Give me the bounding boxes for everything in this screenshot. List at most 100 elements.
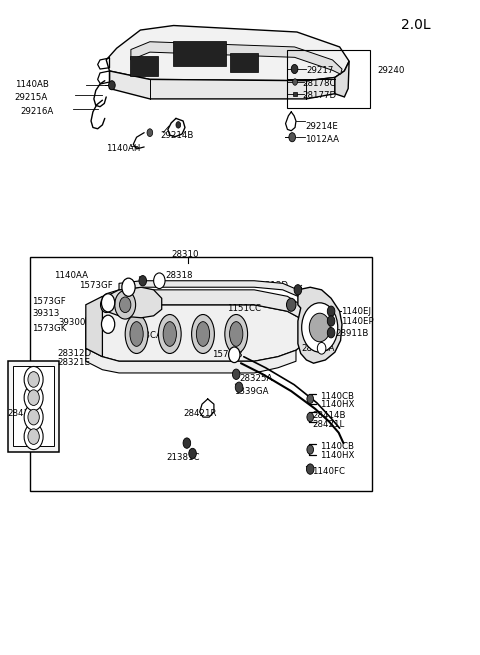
Ellipse shape [196,322,210,346]
Text: 1573JB: 1573JB [212,350,242,360]
Text: 1339GA: 1339GA [234,386,269,396]
Text: 1140AA: 1140AA [54,271,88,280]
Circle shape [228,347,240,363]
Polygon shape [86,296,102,357]
Circle shape [28,371,39,387]
Polygon shape [298,288,342,364]
Circle shape [101,315,115,333]
Circle shape [294,285,301,295]
Ellipse shape [225,314,248,354]
Polygon shape [8,362,59,452]
Polygon shape [109,71,335,99]
Circle shape [24,424,43,449]
Text: 28178C: 28178C [302,79,336,88]
Text: 39313: 39313 [32,309,60,318]
Text: 28177D: 28177D [302,91,337,100]
Text: 29240: 29240 [378,66,405,75]
Text: 28325A: 28325A [239,373,273,383]
Circle shape [122,278,135,296]
Text: 1573GK: 1573GK [32,324,67,333]
Text: 28421R: 28421R [183,409,216,418]
Circle shape [291,64,298,73]
Text: 1433CA: 1433CA [129,331,162,340]
Bar [30,257,372,491]
Text: 28318: 28318 [165,271,192,280]
Polygon shape [229,53,258,72]
Text: 1151CC: 1151CC [227,303,261,312]
Circle shape [327,316,335,326]
Text: 1140EP: 1140EP [341,317,373,326]
Polygon shape [106,26,349,81]
Text: 1140CB: 1140CB [320,392,354,401]
Circle shape [189,448,196,458]
Text: 28321E: 28321E [57,358,90,367]
Ellipse shape [229,322,243,346]
Text: 28421L: 28421L [312,421,344,430]
Text: 1140CB: 1140CB [320,443,354,451]
Text: 29215A: 29215A [14,93,48,102]
Polygon shape [293,92,297,96]
Text: 39300A: 39300A [59,318,92,327]
Text: 29214E: 29214E [305,122,338,130]
Circle shape [108,81,115,90]
Ellipse shape [158,314,181,354]
Ellipse shape [163,322,177,346]
Circle shape [307,394,313,403]
Ellipse shape [125,314,148,354]
Circle shape [307,413,313,422]
Text: 2.0L: 2.0L [401,18,431,32]
Text: 1012AA: 1012AA [305,135,339,143]
Text: 1140FC: 1140FC [312,467,345,476]
Circle shape [287,298,296,311]
Polygon shape [13,366,54,445]
Polygon shape [97,290,306,328]
Polygon shape [173,41,226,66]
Circle shape [309,313,330,342]
Circle shape [235,382,243,392]
Ellipse shape [192,314,215,354]
Text: 1140HX: 1140HX [320,451,354,460]
Text: 1140AB: 1140AB [14,80,48,89]
Circle shape [293,79,298,85]
Text: 1140HX: 1140HX [320,400,354,409]
Text: 28321A: 28321A [301,344,335,353]
Text: 29212D: 29212D [254,281,288,290]
Text: 29216A: 29216A [21,107,54,117]
Circle shape [176,122,180,128]
Circle shape [306,464,314,474]
Circle shape [327,328,335,338]
Circle shape [147,129,153,136]
Text: 1573GF: 1573GF [79,281,112,290]
Text: 28312D: 28312D [57,349,92,358]
Circle shape [154,273,165,289]
Text: 28310: 28310 [171,250,199,259]
Polygon shape [335,61,349,97]
Circle shape [28,429,39,444]
Circle shape [101,293,115,312]
Polygon shape [131,42,342,74]
Polygon shape [86,348,296,373]
Circle shape [289,133,296,141]
Circle shape [301,303,338,352]
Circle shape [24,384,43,411]
Ellipse shape [130,322,143,346]
Circle shape [28,390,39,405]
Text: 1140AH: 1140AH [106,143,141,153]
Circle shape [120,297,131,312]
Circle shape [24,404,43,430]
Polygon shape [119,281,298,296]
Polygon shape [86,305,306,362]
Polygon shape [130,56,158,75]
Circle shape [232,369,240,379]
Text: 21381C: 21381C [167,453,200,462]
Text: 29217: 29217 [306,66,334,75]
Circle shape [24,366,43,392]
Circle shape [100,297,112,312]
Circle shape [327,306,335,316]
Circle shape [307,445,313,454]
Circle shape [115,290,136,319]
Circle shape [317,343,326,354]
Text: 1140EJ: 1140EJ [341,307,371,316]
Text: 28911B: 28911B [335,329,368,339]
Circle shape [28,409,39,425]
